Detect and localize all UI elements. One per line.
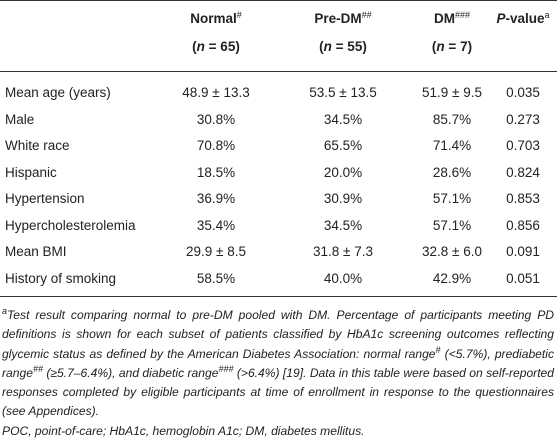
header-rule — [0, 71, 557, 72]
text-run: = 7) — [444, 39, 473, 54]
row-label: Hypercholesterolemia — [5, 217, 136, 233]
text-run: ( — [192, 39, 197, 54]
column-count: (n = 7) — [432, 38, 472, 56]
bottom-rule — [0, 296, 557, 297]
superscript: # — [236, 10, 242, 20]
row-label: Hispanic — [5, 164, 57, 180]
superscript: a — [544, 10, 550, 20]
footnote: aTest result comparing normal to pre-DM … — [2, 306, 554, 422]
cell-value: 0.051 — [506, 270, 540, 286]
superscript: ## — [32, 363, 43, 374]
superscript: ## — [361, 10, 372, 20]
text-run: = 55) — [331, 39, 367, 54]
cell-value: 35.4% — [196, 217, 236, 233]
cell-value: 0.091 — [506, 244, 540, 259]
cell-value: 85.7% — [432, 111, 472, 127]
text-run: (<5.7%), prediabetic range — [2, 346, 554, 380]
column-header: Normal# — [190, 10, 242, 28]
text-run: Test result comparing normal to pre-DM p… — [2, 308, 554, 361]
text-run: Pre-DM — [314, 11, 362, 26]
cell-value: 18.5% — [196, 164, 236, 180]
cell-value: 29.9 ± 8.5 — [186, 244, 246, 259]
cell-value: 0.273 — [506, 111, 540, 127]
cell-value: 0.853 — [506, 191, 540, 206]
text-run: (>6.4%) [19]. Data in this table were ba… — [2, 365, 555, 419]
text-run: Normal — [190, 11, 237, 26]
text-run: (≥5.7–6.4%), and diabetic range — [42, 365, 219, 380]
cell-value: 0.824 — [506, 164, 540, 180]
cell-value: 51.9 ± 9.5 — [422, 85, 482, 100]
cell-value: 57.1% — [432, 191, 472, 206]
column-count: (n = 55) — [319, 38, 367, 56]
footnotes: aTest result comparing normal to pre-DM … — [2, 306, 554, 441]
cell-value: 53.5 ± 13.5 — [309, 85, 377, 100]
top-rule — [0, 0, 557, 1]
cell-value: 0.035 — [506, 85, 540, 100]
row-label: Hypertension — [5, 191, 85, 206]
text-run: -value — [505, 11, 545, 26]
column-count: (n = 65) — [192, 38, 240, 56]
cell-value: 20.0% — [323, 164, 363, 180]
text-run: n — [323, 39, 332, 54]
superscript: a — [2, 306, 8, 316]
cell-value: 30.9% — [323, 191, 363, 206]
column-header: DM### — [434, 10, 470, 28]
superscript: ### — [454, 10, 471, 20]
cell-value: 48.9 ± 13.3 — [182, 85, 250, 100]
row-label: White race — [5, 138, 70, 153]
text-run: n — [436, 39, 445, 54]
cell-value: 36.9% — [196, 191, 236, 206]
text-run: ( — [431, 39, 437, 54]
text-run: P — [496, 11, 506, 26]
cell-value: 32.8 ± 6.0 — [422, 244, 482, 259]
column-header: Pre-DM## — [314, 10, 371, 28]
cell-value: 34.5% — [323, 111, 363, 127]
abbreviations: POC, point-of-care; HbA1c, hemoglobin A1… — [2, 423, 365, 438]
text-run: DM — [433, 11, 455, 26]
cell-value: 0.856 — [506, 217, 540, 233]
text-run: = 65) — [204, 39, 240, 54]
cell-value: 65.5% — [323, 138, 363, 153]
text-run: ( — [319, 39, 324, 54]
cell-value: 71.4% — [432, 138, 472, 153]
cell-value: 58.5% — [196, 270, 236, 286]
column-header: P-valuea — [496, 10, 549, 28]
row-label: History of smoking — [5, 270, 117, 286]
cell-value: 31.8 ± 7.3 — [313, 244, 373, 259]
row-label: Mean age (years) — [5, 85, 111, 100]
cell-value: 30.8% — [196, 111, 236, 127]
cell-value: 57.1% — [432, 217, 472, 233]
cell-value: 0.703 — [506, 138, 540, 153]
cell-value: 42.9% — [432, 270, 472, 286]
superscript: # — [435, 344, 441, 355]
text-run: n — [196, 39, 205, 54]
cell-value: 70.8% — [196, 138, 236, 153]
cell-value: 34.5% — [323, 217, 363, 233]
cell-value: 40.0% — [323, 270, 363, 286]
row-label: Mean BMI — [5, 244, 67, 259]
row-label: Male — [5, 111, 35, 127]
superscript: ### — [218, 363, 234, 374]
cell-value: 28.6% — [432, 164, 472, 180]
